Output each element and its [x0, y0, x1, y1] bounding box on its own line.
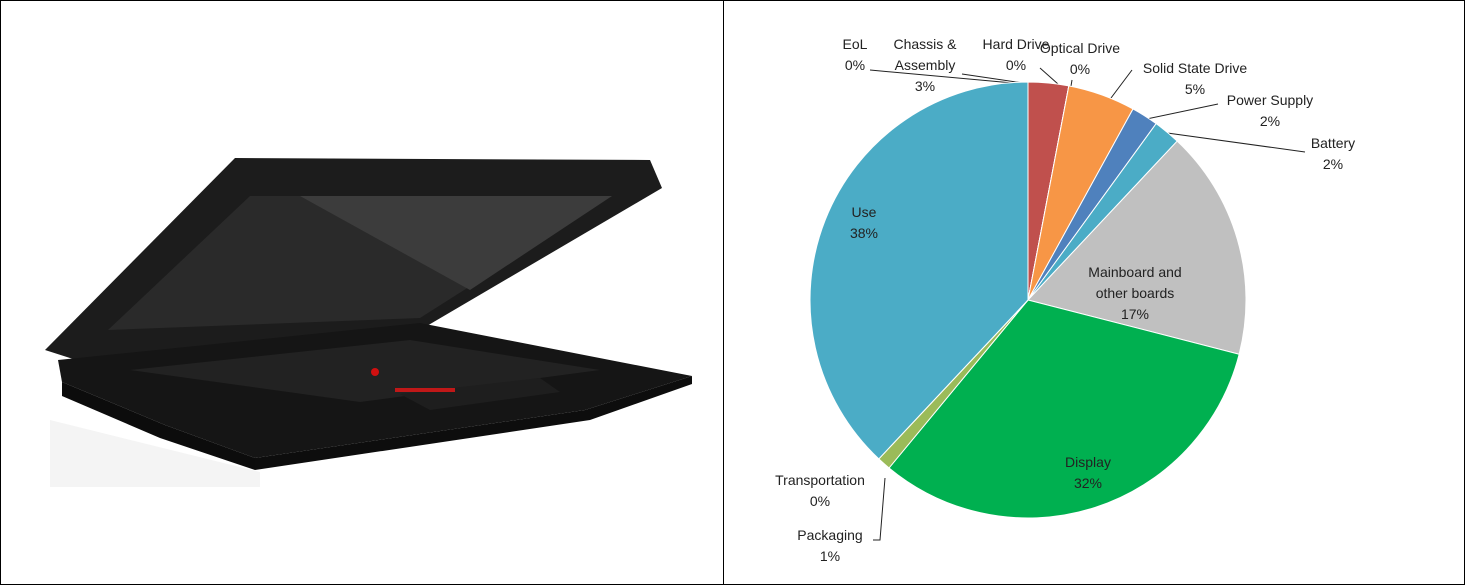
slice-name: Battery [1310, 135, 1356, 151]
slice-name: Packaging [797, 527, 863, 543]
slice-label: Use 38% [839, 202, 889, 244]
slice-name: Hard Drive [982, 36, 1050, 52]
slice-name: Optical Drive [1039, 40, 1121, 56]
slice-label: Mainboard and other boards 17% [1075, 262, 1195, 325]
slice-name: Chassis & Assembly [893, 36, 957, 73]
slice-label: Solid State Drive 5% [1130, 58, 1260, 100]
slice-label: Chassis & Assembly 3% [880, 34, 970, 97]
slice-label: Power Supply 2% [1215, 90, 1325, 132]
slice-label: Battery 2% [1298, 133, 1368, 175]
slice-value: 0% [1069, 61, 1091, 77]
slice-label: Transportation 0% [755, 470, 885, 512]
slice-value: 3% [914, 78, 936, 94]
slice-value: 1% [819, 548, 841, 564]
slice-label: EoL 0% [835, 34, 875, 76]
cell-divider [723, 0, 724, 585]
slice-name: Use [851, 204, 877, 220]
slice-value: 5% [1184, 81, 1206, 97]
laptop-photo [45, 158, 692, 487]
slice-value: 0% [844, 57, 866, 73]
pie-slice [888, 299, 1240, 519]
slice-label: Packaging 1% [785, 525, 875, 567]
slice-value: 2% [1259, 113, 1281, 129]
slice-label: Optical Drive 0% [1025, 38, 1135, 80]
pie-slice [809, 81, 1029, 460]
slice-value: 38% [849, 225, 879, 241]
pie-slice [1027, 140, 1247, 355]
slice-name: EoL [842, 36, 868, 52]
slice-value: 0% [1005, 57, 1027, 73]
slice-name: Power Supply [1226, 92, 1314, 108]
slice-label: Hard Drive 0% [976, 34, 1056, 76]
slice-name: Solid State Drive [1142, 60, 1248, 76]
slice-name: Mainboard and other boards [1088, 264, 1182, 301]
slice-value: 2% [1322, 156, 1344, 172]
slice-name: Transportation [775, 472, 865, 488]
slice-value: 0% [809, 493, 831, 509]
slice-value: 32% [1073, 475, 1103, 491]
slice-label: Display 32% [1053, 452, 1123, 494]
slice-name: Display [1065, 454, 1111, 470]
slice-value: 17% [1120, 306, 1150, 322]
